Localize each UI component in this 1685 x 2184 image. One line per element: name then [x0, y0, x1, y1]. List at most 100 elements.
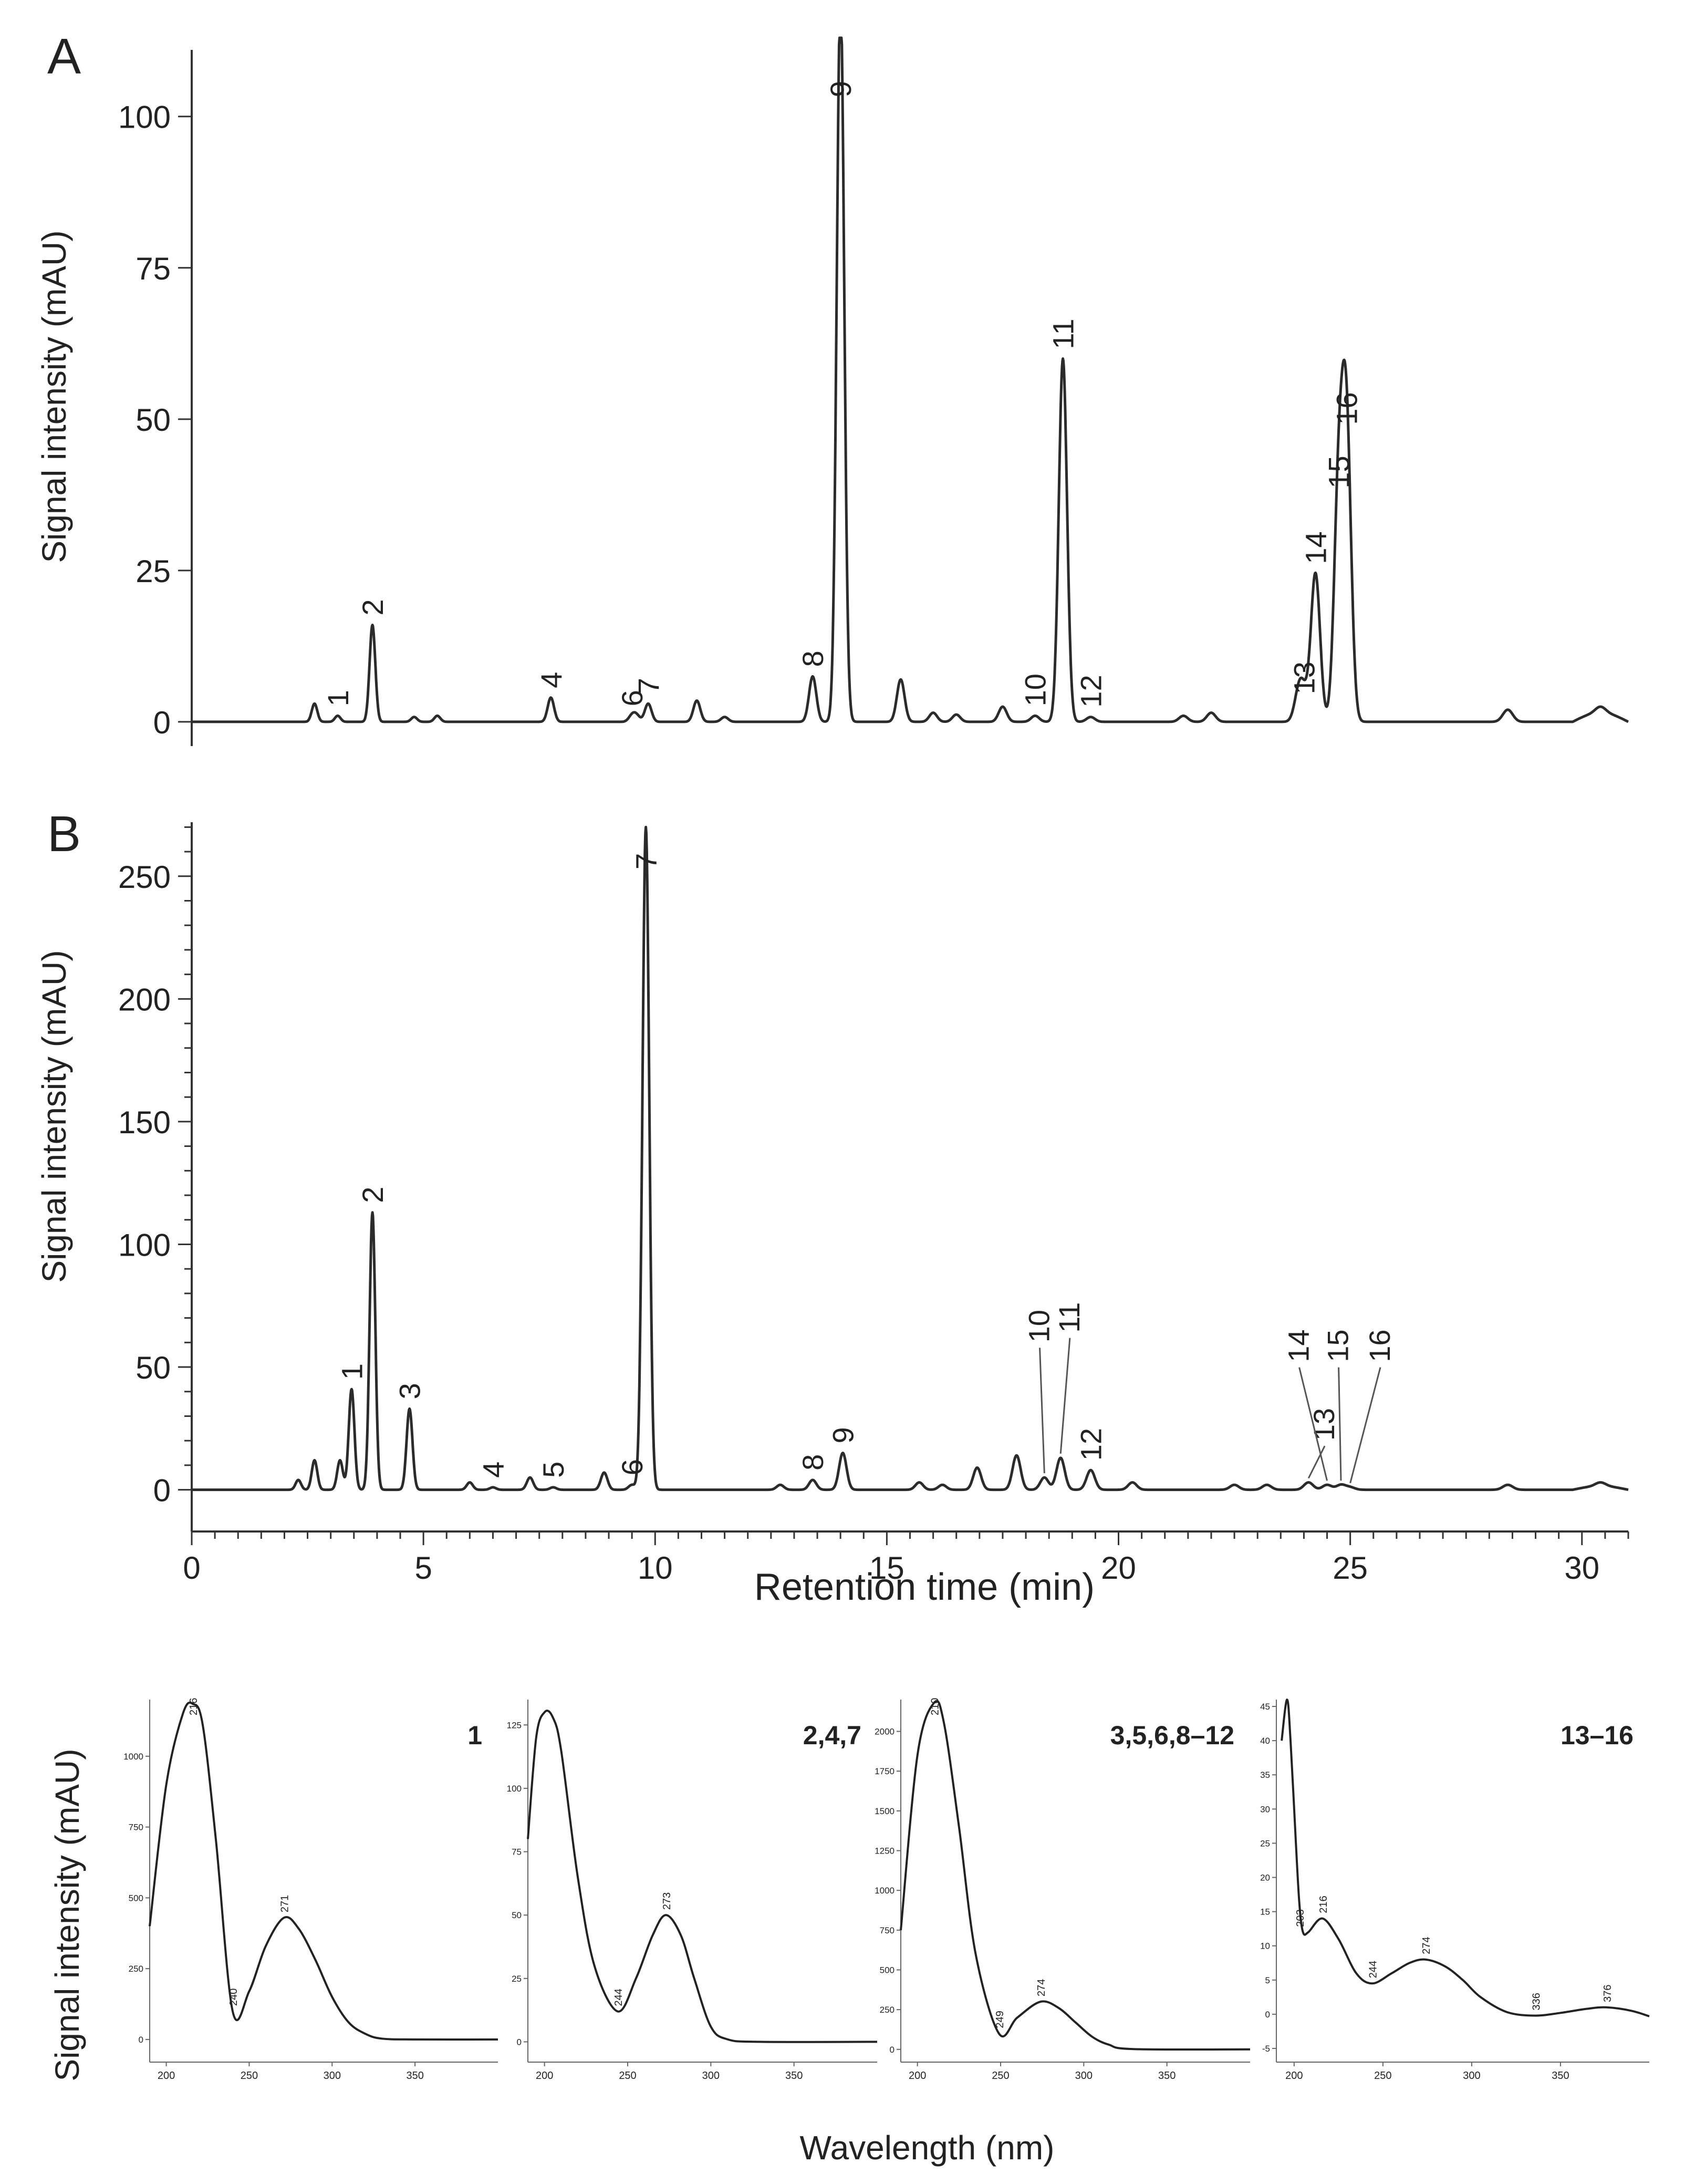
spectrum-y-tick-label: 20: [1260, 1872, 1270, 1882]
spectrum-x-tick-label: 350: [785, 2070, 803, 2082]
spectrum-y-tick-label: 0: [139, 2035, 143, 2045]
peak-leader-line: [1307, 1445, 1326, 1479]
wavelength-annotation: 203: [1295, 1909, 1306, 1927]
y-tick-label: 50: [136, 1350, 171, 1385]
spectrum-y-tick-label: 500: [129, 1893, 143, 1903]
uv-spectrum-panel: 0 25 50 75 100 125 200 250 300 350 244 273 2,4,7: [507, 1700, 878, 2082]
wavelength-annotation: 274: [1421, 1937, 1432, 1954]
y-tick-label: 0: [153, 1473, 171, 1508]
peak-label: 9: [827, 1427, 860, 1443]
peak-label: 8: [796, 1454, 829, 1471]
peak-label: 7: [630, 853, 663, 870]
y-tick-label: 50: [136, 402, 171, 438]
wavelength-annotation: 240: [228, 1989, 240, 2006]
uv-spectrum-panel: 0 250 500 750 1000 200 250 300 350 216 240 271 1: [123, 1698, 498, 2082]
spectrum-y-tick-label: 40: [1260, 1736, 1270, 1746]
spectrum-y-tick-label: 5: [1265, 1975, 1270, 1985]
peak-label: 15: [1322, 1329, 1355, 1362]
x-tick-label: 20: [1101, 1550, 1136, 1586]
wavelength-annotation: 216: [188, 1698, 200, 1715]
spectrum-y-tick-label: 750: [880, 1926, 894, 1935]
spectrum-y-tick-label: 1250: [875, 1846, 894, 1856]
peak-label: 1: [321, 690, 355, 706]
peak-label: 13: [1307, 1408, 1340, 1441]
x-tick-label: 10: [638, 1550, 673, 1586]
wavelength-annotation: 274: [1036, 1979, 1047, 1996]
chromatogram-trace-b: [191, 825, 1629, 1492]
panel-label-a: A: [47, 28, 81, 85]
peak-label: 15: [1323, 456, 1356, 488]
wavelength-annotation: 244: [613, 1989, 625, 2006]
peak-label: 11: [1047, 318, 1080, 349]
y-tick-label: 0: [153, 705, 171, 740]
y-tick-label: 75: [136, 251, 171, 286]
y-tick-label: 100: [118, 1227, 171, 1262]
peak-leader-line: [1349, 1367, 1381, 1484]
peak-label: 14: [1299, 531, 1332, 564]
compound-group-label: 1: [467, 1721, 482, 1750]
peak-label: 10: [1019, 674, 1052, 706]
y-axis-title-b: Signal intensity (mAU): [35, 950, 73, 1282]
uv-spectrum-trace: [149, 1701, 498, 2041]
spectrum-x-tick-label: 250: [1374, 2070, 1391, 2082]
peak-label: 16: [1363, 1329, 1396, 1362]
peak-label: 14: [1282, 1329, 1315, 1362]
spectrum-x-tick-label: 200: [536, 2070, 553, 2082]
uv-spectrum-trace: [1281, 1699, 1650, 2017]
uv-spectrum-panel: 0 250 500 750 1000 1250 1500 1750 2000 200 250 300 3…: [875, 1698, 1251, 2082]
spectrum-x-tick-label: 300: [702, 2070, 720, 2082]
peak-label: 10: [1023, 1310, 1056, 1342]
spectra-y-axis-label: Signal intensity (mAU): [48, 1748, 86, 2081]
spectrum-y-tick-label: 0: [517, 2037, 522, 2047]
y-tick-label: 150: [118, 1105, 171, 1140]
spectrum-x-tick-label: 200: [158, 2070, 175, 2082]
spectrum-y-tick-label: 1750: [875, 1766, 894, 1776]
spectrum-y-tick-label: 750: [129, 1823, 143, 1833]
peak-leader-line: [1059, 1338, 1071, 1454]
peak-label: 13: [1287, 661, 1320, 694]
spectrum-x-tick-label: 350: [1158, 2070, 1176, 2082]
peak-leader-line: [1039, 1348, 1045, 1474]
spectrum-y-tick-label: 250: [880, 2005, 894, 2015]
y-axis-title-a: Signal intensity (mAU): [35, 230, 73, 563]
x-tick-label: 30: [1564, 1550, 1599, 1586]
chromatogram-trace-a: [191, 36, 1629, 723]
spectrum-x-tick-label: 300: [324, 2070, 341, 2082]
spectrum-y-tick-label: 35: [1260, 1770, 1270, 1780]
spectrum-y-tick-label: 15: [1260, 1907, 1270, 1917]
wavelength-annotation: 273: [661, 1892, 673, 1910]
y-tick-label: 25: [136, 554, 171, 589]
spectrum-y-tick-label: 50: [512, 1910, 522, 1920]
spectrum-x-tick-label: 350: [1552, 2070, 1569, 2082]
spectrum-x-tick-label: 250: [241, 2070, 258, 2082]
peak-label: 16: [1330, 392, 1364, 425]
peak-label: 6: [616, 690, 649, 706]
spectrum-y-tick-label: 30: [1260, 1804, 1270, 1814]
x-tick-label: 15: [869, 1550, 904, 1586]
spectrum-x-tick-label: 200: [1285, 2070, 1303, 2082]
retention-time-axis-label: Retention time (min): [754, 1566, 1095, 1608]
peak-label: 2: [356, 599, 389, 615]
chromatogram-panel-b: B Signal intensity (mAU) 0 50 100 150 200 250 0 5…: [35, 806, 1629, 1586]
spectrum-y-tick-label: 25: [512, 1974, 522, 1984]
peak-leader-line: [1338, 1367, 1342, 1481]
spectrum-x-tick-label: 200: [909, 2070, 926, 2082]
peak-label: 4: [535, 672, 568, 688]
uv-spectrum-trace: [900, 1700, 1251, 2051]
y-tick-label: 200: [118, 982, 171, 1017]
spectrum-y-tick-label: 1500: [875, 1806, 894, 1816]
peak-label: 8: [796, 650, 829, 667]
peak-label: 11: [1053, 1302, 1086, 1332]
spectrum-x-tick-label: 300: [1463, 2070, 1480, 2082]
spectrum-x-tick-label: 350: [406, 2070, 423, 2082]
peak-label: 12: [1075, 675, 1108, 707]
peak-label: 3: [393, 1383, 427, 1399]
wavelength-axis-label: Wavelength (nm): [800, 2129, 1055, 2167]
spectrum-y-tick-label: 0: [890, 2045, 894, 2055]
peak-label: 7: [632, 678, 665, 694]
peak-label: 4: [476, 1462, 509, 1478]
